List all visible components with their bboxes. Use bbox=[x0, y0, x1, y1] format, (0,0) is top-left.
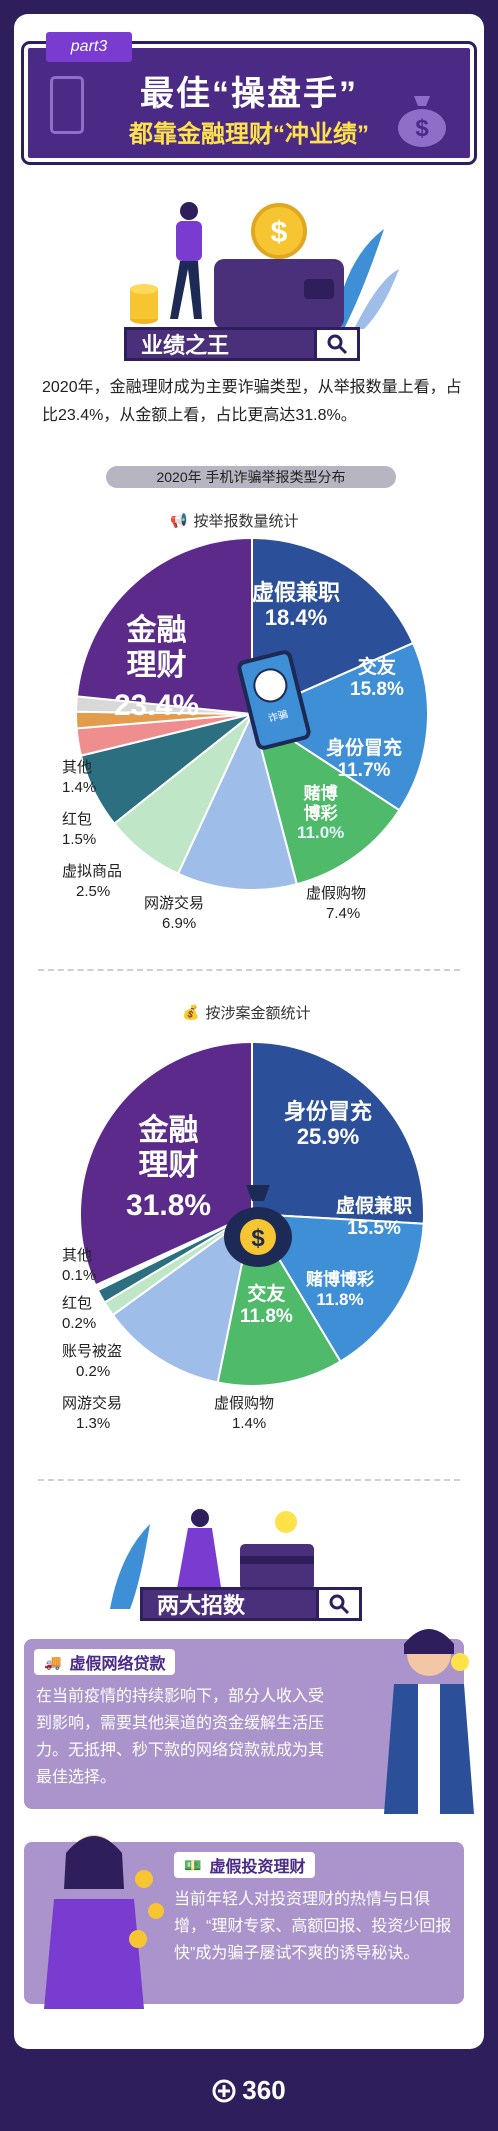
banner-title: 最佳“操盘手” bbox=[140, 75, 358, 113]
troll-face-icon bbox=[249, 664, 291, 707]
coin-icon bbox=[251, 203, 307, 259]
outlabel-game-2: 网游交易 1.3% bbox=[62, 1395, 123, 1433]
label-dating: 交友 15.8% bbox=[350, 657, 404, 700]
coin-stack-icon bbox=[130, 284, 158, 324]
section-tag-performance: 业绩之王 bbox=[124, 327, 360, 361]
woman-figure bbox=[176, 1528, 222, 1594]
svg-text:$: $ bbox=[271, 216, 288, 249]
pie-slice-虚假兼职 bbox=[250, 1212, 425, 1363]
svg-text:$: $ bbox=[251, 1225, 265, 1252]
leaf-icon bbox=[110, 1524, 150, 1609]
businesswoman-figure bbox=[170, 202, 202, 319]
banner-subtitle: 都靠金融理财“冲业绩” bbox=[129, 121, 369, 148]
truck-icon: 🚚 bbox=[44, 1653, 62, 1670]
chart1-heading-text: 按举报数量统计 bbox=[193, 513, 299, 530]
section-tag-label: 业绩之王 bbox=[141, 333, 230, 358]
method-title-loan: 虚假网络贷款 bbox=[69, 1656, 166, 1673]
plus-circle-icon bbox=[212, 2079, 236, 2102]
money-bag-icon: $ bbox=[398, 96, 446, 147]
outlabel-game-1: 网游交易 6.9% bbox=[144, 895, 205, 933]
label2-finance: 金融 理财 31.8% bbox=[126, 1114, 212, 1222]
search-icon bbox=[314, 327, 360, 361]
footer-logo: 360 bbox=[0, 2075, 498, 2106]
pie-slice-身份冒充 bbox=[251, 1040, 425, 1225]
pie-slice-身份冒充 bbox=[250, 711, 401, 886]
distribution-pill: 2020年 手机诈骗举报类型分布 bbox=[106, 466, 396, 488]
wallet-illustration: $ bbox=[130, 202, 399, 329]
part-tag: part3 bbox=[46, 32, 132, 62]
pie-slice-金融理财 bbox=[79, 1040, 253, 1287]
lightbulb-icon bbox=[275, 1511, 297, 1533]
pie-slice-金融理财 bbox=[75, 536, 253, 716]
page-frame: part3 最佳“操盘手” 都靠金融理财“冲业绩” $ $ 业绩之王 bbox=[14, 14, 484, 2049]
outlabel-other-1: 其他 1.4% bbox=[62, 759, 97, 797]
label-gamble: 赌博 博彩 11.0% bbox=[297, 784, 345, 843]
title-banner: part3 最佳“操盘手” 都靠金融理财“冲业绩” $ bbox=[21, 32, 477, 165]
chart2-heading: 💰 按涉案金额统计 bbox=[182, 1002, 310, 1023]
method-body-invest: 当前年轻人对投资理财的热情与日俱增，“理财专家、高额回报、投资少回报快”成为骗子… bbox=[174, 1891, 452, 1962]
outlabel-virtual-1: 虚拟商品 2.5% bbox=[62, 863, 123, 901]
pie-slice-赌博博彩 bbox=[176, 711, 299, 891]
outlabel-other-2: 其他 0.1% bbox=[62, 1247, 97, 1285]
outlabel-shopping-2: 虚假购物 1.4% bbox=[214, 1395, 275, 1433]
outlabel-shopping-1: 虚假购物 7.4% bbox=[306, 885, 367, 923]
label-parttime: 虚假兼职 18.4% bbox=[252, 580, 341, 631]
label-identity: 身份冒充 11.7% bbox=[326, 738, 403, 781]
svg-text:$: $ bbox=[415, 115, 429, 142]
pie-slice-交友 bbox=[249, 641, 429, 812]
label2-parttime: 虚假兼职 15.5% bbox=[336, 1196, 413, 1239]
outlabel-redpacket-1: 红包 1.5% bbox=[62, 811, 97, 849]
chart1-heading: 📢 按举报数量统计 bbox=[170, 510, 298, 531]
search-icon-2 bbox=[316, 1587, 362, 1621]
pie-chart-by-count bbox=[75, 536, 429, 891]
leaf-icon bbox=[334, 229, 384, 329]
label2-identity: 身份冒充 25.9% bbox=[284, 1099, 373, 1150]
label2-dating: 交友 11.8% bbox=[240, 1284, 293, 1327]
intro-paragraph: 2020年，金融理财成为主要诈骗类型，从举报数量上看，占比23.4%，从金额上看… bbox=[42, 379, 462, 424]
chart2-heading-text: 按涉案金额统计 bbox=[205, 1005, 311, 1022]
section-tag-tactics: 两大招数 bbox=[140, 1587, 362, 1621]
phone-caption: 诈骗 bbox=[267, 709, 290, 725]
method-title-invest: 虚假投资理财 bbox=[209, 1859, 306, 1876]
footer-logo-text: 360 bbox=[242, 2075, 286, 2105]
dashed-divider bbox=[38, 969, 460, 971]
cash-icon: 💵 bbox=[184, 1856, 202, 1873]
section-tag-tactics-label: 两大招数 bbox=[157, 1593, 246, 1618]
pie-slice-交友 bbox=[111, 1211, 254, 1384]
method-head-loan: 🚚 虚假网络贷款 bbox=[34, 1649, 176, 1675]
woman-on-phone-figure bbox=[44, 1835, 164, 2009]
credit-card-icon bbox=[240, 1544, 314, 1590]
phone-lock-icon bbox=[50, 76, 84, 134]
wallet-icon bbox=[214, 259, 344, 329]
label-finance: 金融 理财 23.4% bbox=[114, 614, 200, 722]
pie-chart-by-amount bbox=[79, 1040, 425, 1387]
method-head-invest: 💵 虚假投资理财 bbox=[174, 1852, 316, 1878]
outlabel-redpacket-2: 红包 0.2% bbox=[62, 1295, 97, 1333]
man-on-phone-figure bbox=[384, 1629, 474, 1814]
megaphone-icon: 📢 bbox=[170, 512, 188, 528]
dashed-divider-2 bbox=[38, 1479, 460, 1481]
label2-gamble: 赌博博彩 11.8% bbox=[306, 1270, 374, 1309]
outlabel-account-2: 账号被盗 0.2% bbox=[62, 1343, 123, 1381]
method-body-loan: 在当前疫情的持续影响下，部分人收入受到影响，需要其他渠道的资金缓解生活压力。无抵… bbox=[36, 1688, 325, 1786]
money-bag-small-icon: 💰 bbox=[182, 1004, 200, 1020]
money-bag-illustration: $ bbox=[224, 1185, 292, 1267]
